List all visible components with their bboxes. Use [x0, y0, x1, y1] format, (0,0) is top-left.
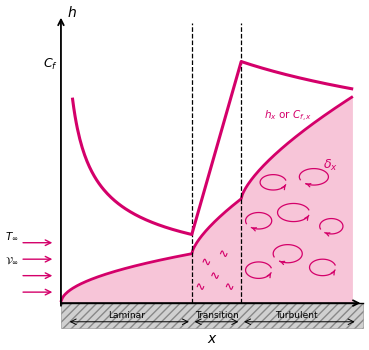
Text: $\mathcal{V}_\infty$: $\mathcal{V}_\infty$ [5, 255, 19, 266]
Text: $h$: $h$ [67, 5, 77, 20]
Text: $x$: $x$ [207, 332, 217, 346]
Text: $C_f$: $C_f$ [43, 57, 58, 72]
Text: Transition: Transition [194, 311, 238, 320]
Polygon shape [61, 303, 363, 328]
Text: $\delta_x$: $\delta_x$ [323, 158, 338, 173]
Text: $h_x$ or $C_{f,x}$: $h_x$ or $C_{f,x}$ [265, 109, 313, 124]
Text: Turbulent: Turbulent [275, 311, 318, 320]
Text: $T_\infty$: $T_\infty$ [5, 230, 19, 242]
Text: Laminar: Laminar [108, 311, 145, 320]
